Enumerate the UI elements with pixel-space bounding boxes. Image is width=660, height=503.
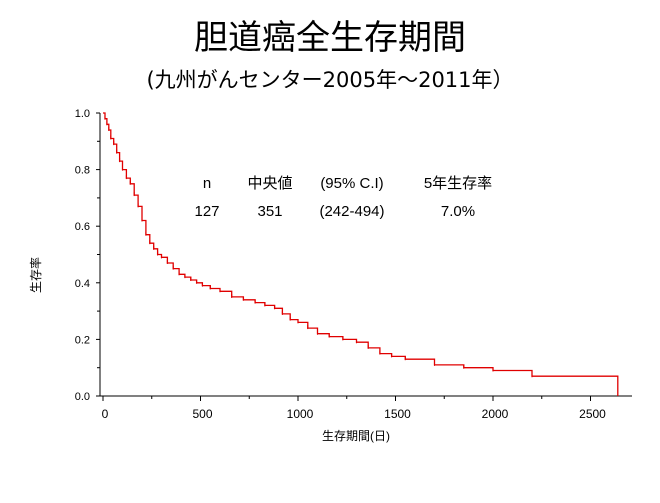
- x-tick-label: 2500: [579, 407, 606, 421]
- axes: [99, 113, 632, 397]
- stats-header: 5年生存率: [424, 175, 492, 192]
- stats-value: 7.0%: [441, 203, 475, 220]
- chart-title: 胆道癌全生存期間: [194, 18, 466, 58]
- stats-header: n: [203, 175, 211, 192]
- y-tick-label: 0.4: [75, 278, 90, 290]
- y-tick-label: 0.8: [75, 165, 90, 177]
- stats-header: 中央値: [247, 175, 292, 192]
- stats-value: 127: [194, 203, 219, 220]
- chart-subtitle: (九州がんセンター2005年～2011年）: [146, 68, 514, 92]
- survival-curve: [103, 112, 619, 396]
- stats-header: (95% C.I): [320, 175, 383, 192]
- y-tick-label: 0.2: [75, 334, 90, 346]
- x-tick-label: 0: [102, 407, 109, 421]
- stats-value: 351: [257, 203, 282, 220]
- y-axis-label: 生存率: [28, 257, 43, 293]
- stats-table: n 中央値 (95% C.I) 5年生存率 127 351 (242-494) 7.0%: [194, 175, 492, 220]
- ticks: 0.0 0.2 0.4 0.6 0.8 1.0 0 500 1000 1500 2000 2500: [75, 108, 606, 421]
- series-layer: [103, 112, 619, 396]
- y-tick-label: 0.0: [75, 391, 90, 403]
- x-tick-label: 1000: [287, 407, 314, 421]
- y-tick-label: 1.0: [75, 108, 90, 120]
- x-tick-label: 500: [192, 407, 212, 421]
- stats-value: (242-494): [319, 203, 384, 220]
- x-tick-label: 1500: [384, 407, 411, 421]
- x-tick-label: 2000: [482, 407, 509, 421]
- x-axis-label: 生存期間(日): [322, 429, 390, 443]
- y-tick-label: 0.6: [75, 221, 90, 233]
